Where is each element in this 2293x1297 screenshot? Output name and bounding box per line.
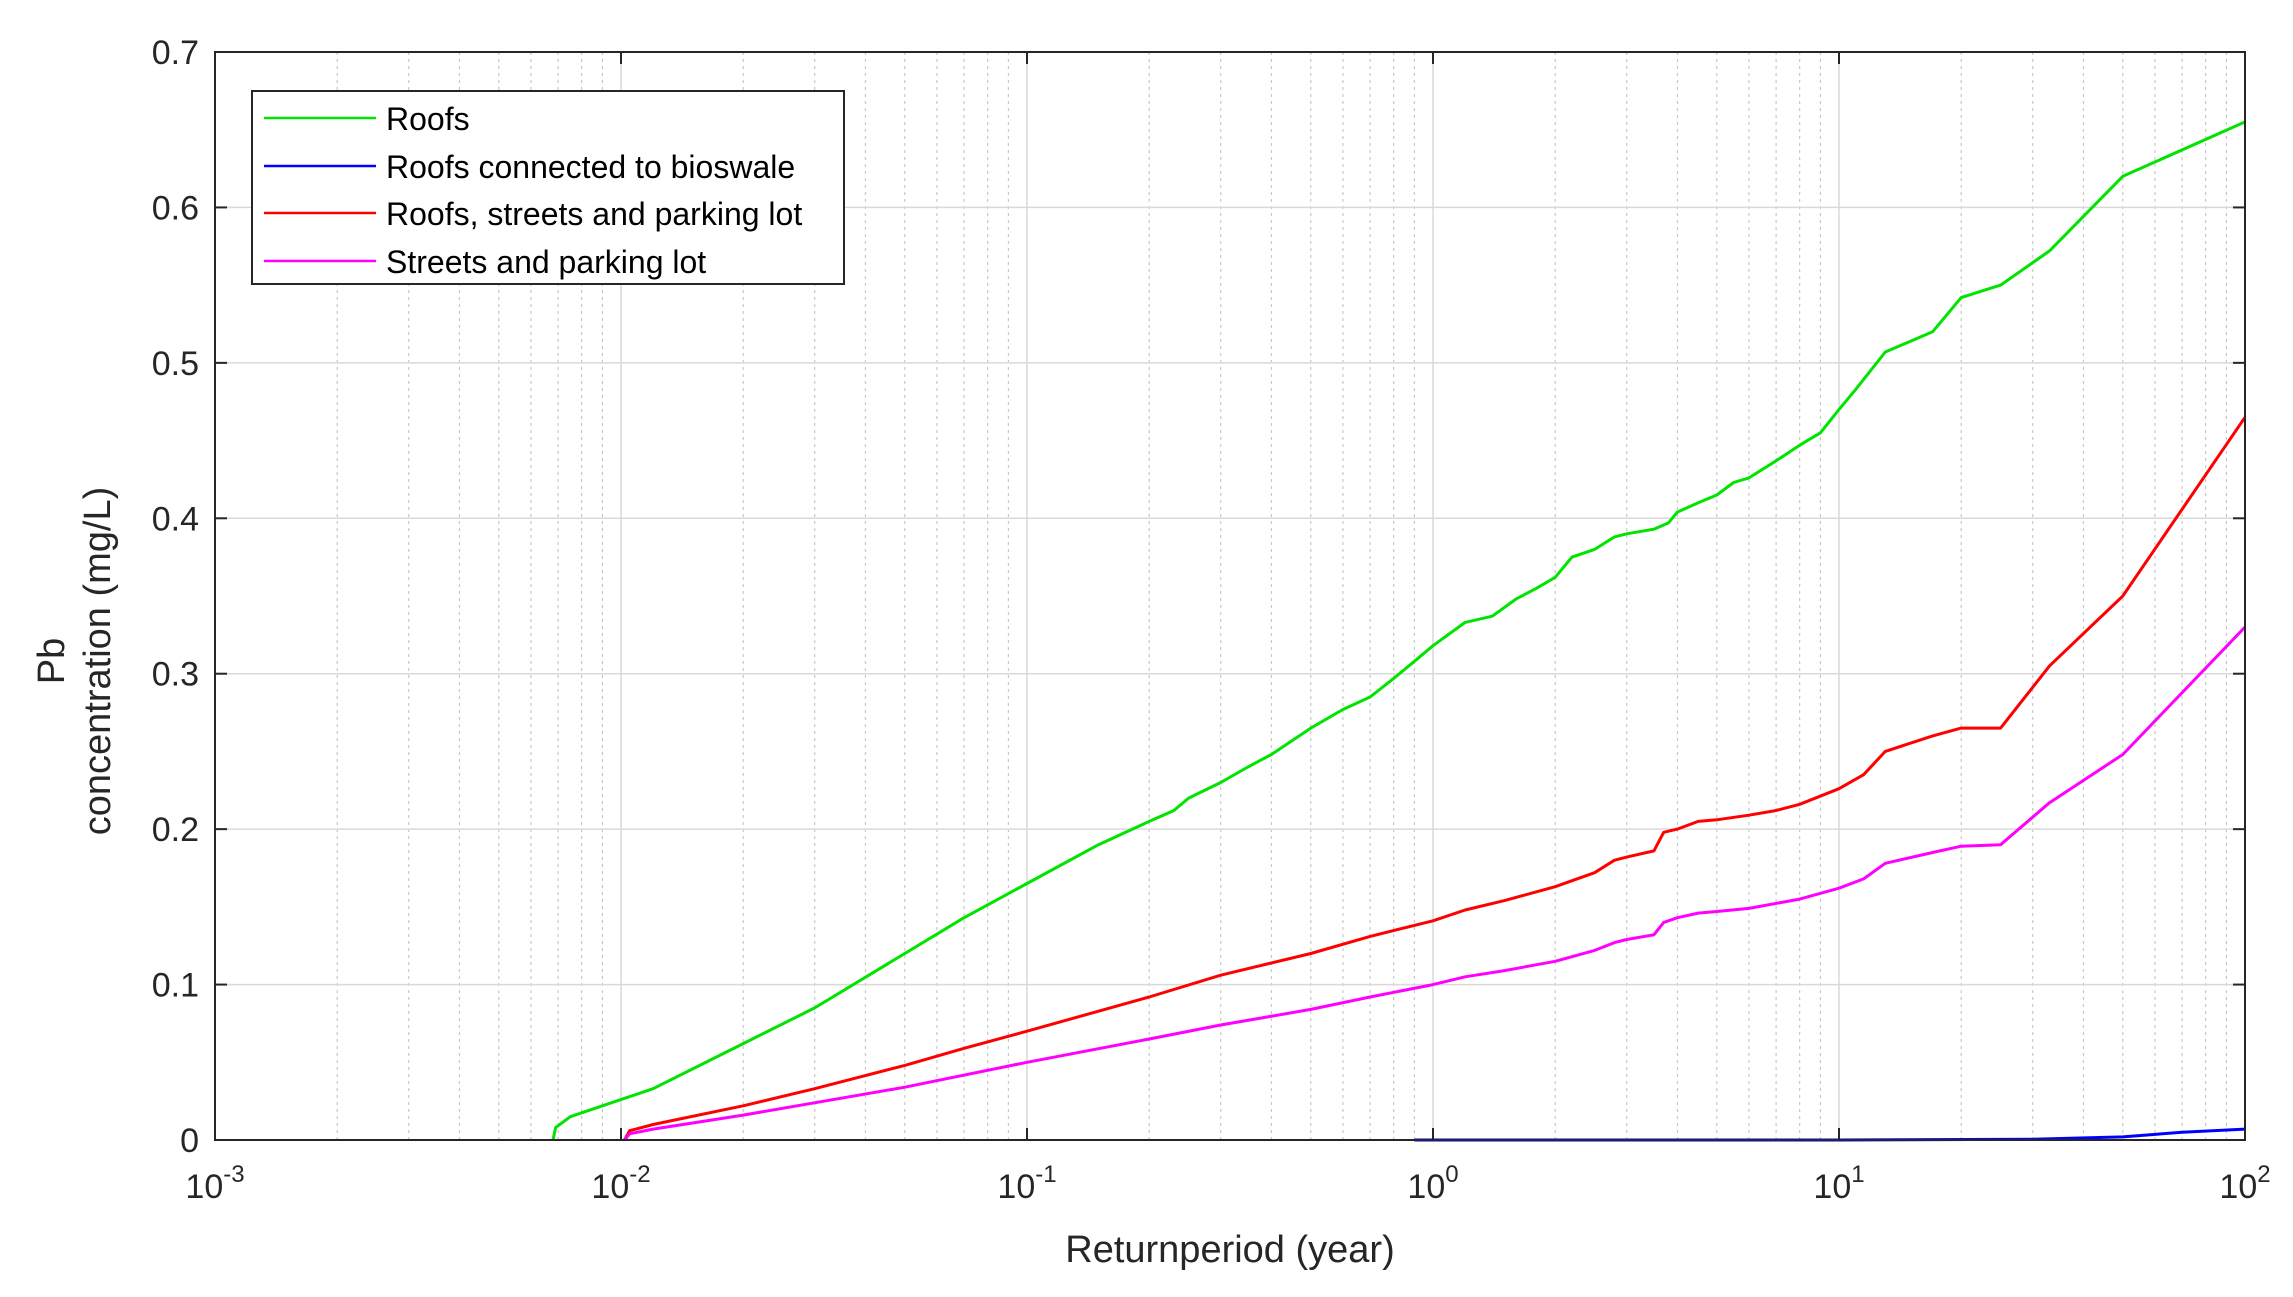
legend-entry-roofs: Roofs (264, 101, 470, 137)
x-tick-label: 100 (1407, 1161, 1458, 1206)
y-tick-label: 0.4 (152, 500, 199, 538)
x-tick-label: 102 (2219, 1161, 2270, 1206)
y-axis-label-line-2: concentration (mg/L) (77, 487, 119, 836)
legend-label-roofs-streets-and-parking-lot: Roofs, streets and parking lot (386, 196, 802, 232)
y-axis-label: Pb concentration (mg/L) (31, 487, 119, 836)
y-tick-label: 0 (180, 1122, 199, 1160)
x-tick-label: 10-3 (185, 1161, 244, 1206)
x-tick-label: 10-2 (591, 1161, 650, 1206)
legend-entry-streets-and-parking-lot: Streets and parking lot (264, 244, 706, 280)
series-line-roofs-streets-and-parking-lot (623, 416, 2247, 1141)
y-tick-label: 0.5 (152, 345, 199, 383)
y-tick-label: 0.1 (152, 967, 199, 1005)
legend-label-roofs-connected-to-bioswale: Roofs connected to bioswale (386, 149, 795, 185)
x-tick-label: 10-1 (997, 1161, 1056, 1206)
legend-entry-roofs-connected-to-bioswale: Roofs connected to bioswale (264, 149, 795, 185)
legend-label-roofs: Roofs (386, 101, 470, 137)
y-tick-label: 0.6 (152, 189, 199, 227)
plot-frame (214, 51, 2246, 1141)
legend-label-streets-and-parking-lot: Streets and parking lot (386, 244, 706, 280)
y-tick-label: 0.7 (152, 34, 199, 72)
legend: Roofs Roofs connected to bioswale Roofs,… (251, 90, 845, 285)
y-tick-label: 0.2 (152, 811, 199, 849)
legend-entry-roofs-streets-and-parking-lot: Roofs, streets and parking lot (264, 196, 802, 232)
y-axis: 0 0.1 0.2 0.3 0.4 0.5 0.6 0.7 (152, 34, 2245, 1160)
x-axis-label: Returnperiod (year) (1065, 1229, 1394, 1271)
series-line-roofs (551, 120, 2246, 1141)
legend-box (251, 90, 845, 285)
y-axis-label-line-1: Pb (31, 638, 73, 684)
x-tick-label: 101 (1813, 1161, 1864, 1206)
y-tick-label: 0.3 (152, 656, 199, 694)
series-line-streets-and-parking-lot (623, 626, 2247, 1141)
x-axis: 10-3 10-2 10-1 100 101 102 (185, 52, 2271, 1206)
